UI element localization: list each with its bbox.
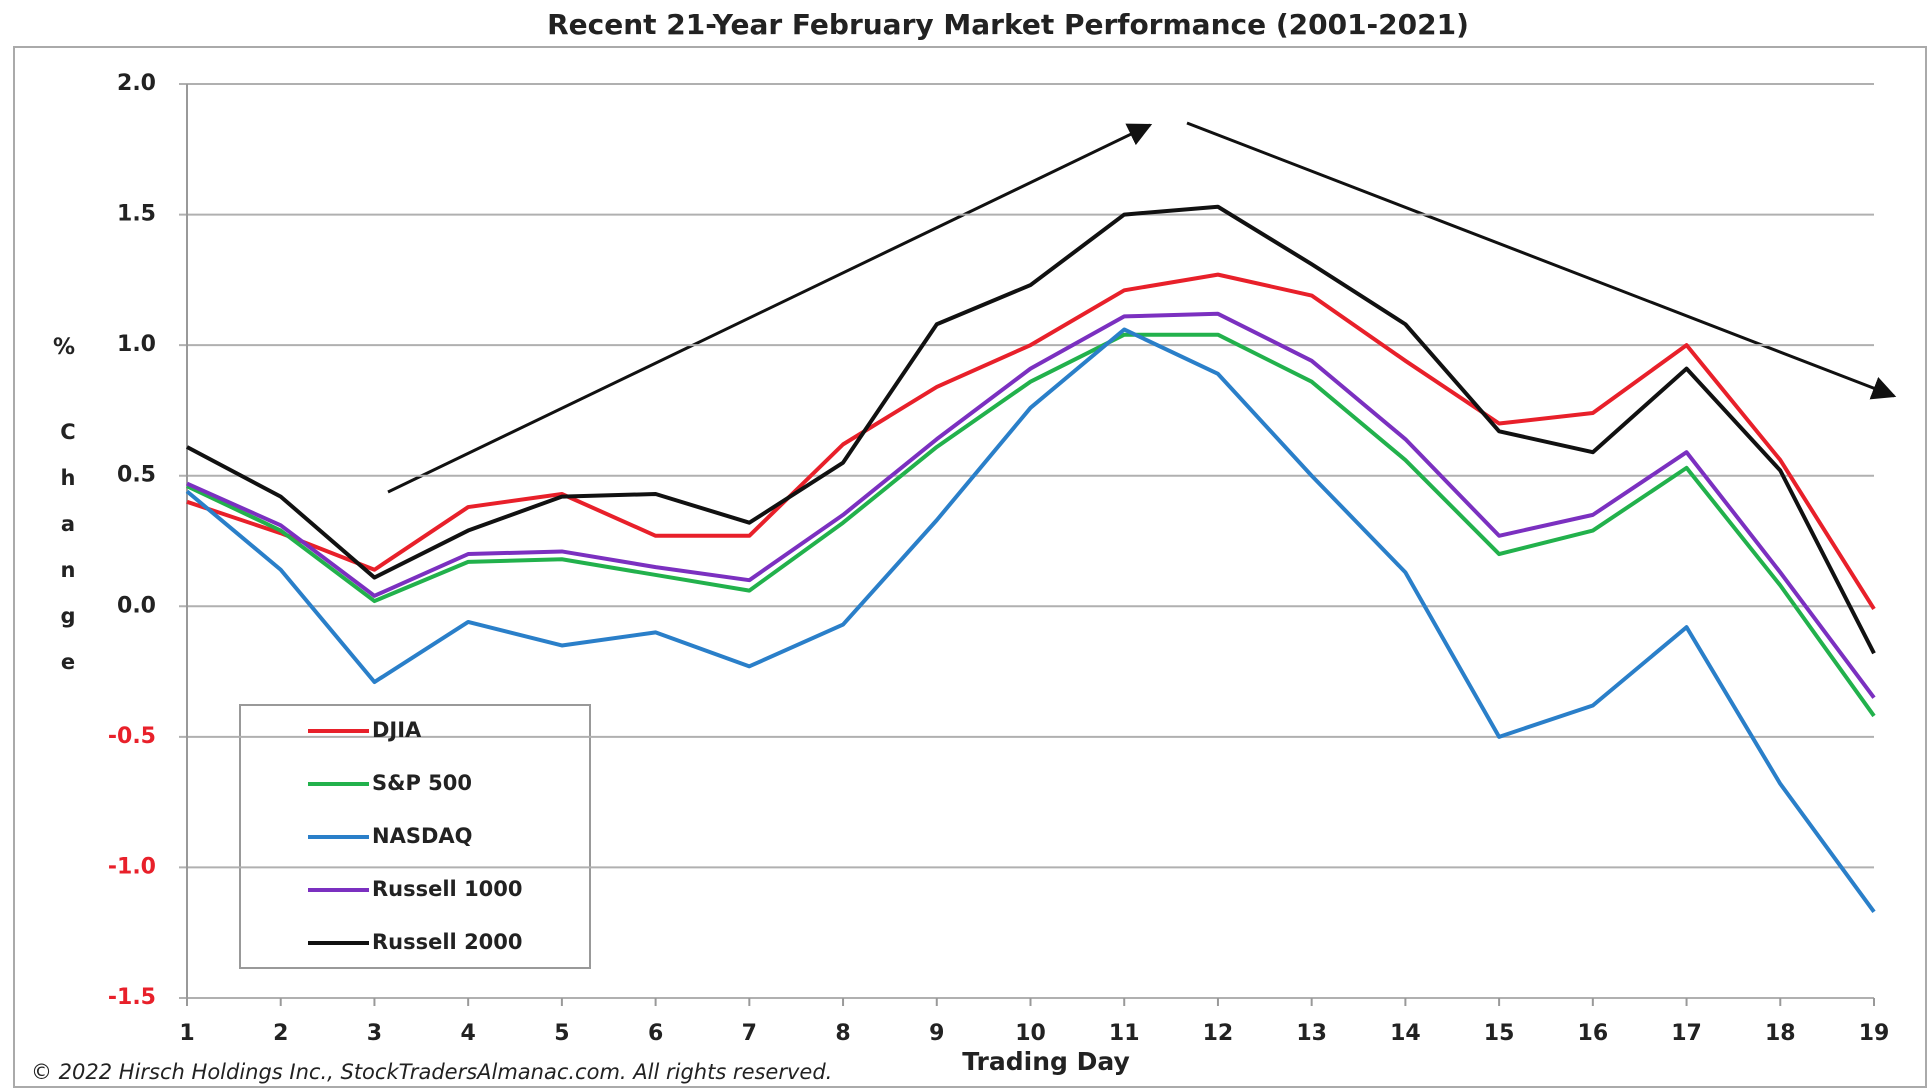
legend-label: Russell 2000 <box>372 930 523 954</box>
x-label: Trading Day <box>962 1047 1130 1076</box>
series-line <box>186 204 1876 655</box>
legend-label: NASDAQ <box>372 824 473 848</box>
x-tick-label: 1 <box>179 1021 194 1046</box>
y-label: Change <box>56 420 80 696</box>
y-tick-label: 1.0 <box>117 332 156 357</box>
x-tick-label: 11 <box>1109 1021 1140 1046</box>
y-tick-label: 1.5 <box>117 202 156 227</box>
x-tick-label: 10 <box>1015 1021 1046 1046</box>
y-tick-label: 0.5 <box>117 463 156 488</box>
series-line <box>186 311 1876 699</box>
y-tick-label: 2.0 <box>117 71 156 96</box>
x-tick-label: 14 <box>1390 1021 1421 1046</box>
series-line <box>185 327 1876 914</box>
y-tick-label: -1.5 <box>108 985 156 1010</box>
x-tick-label: 16 <box>1578 1021 1609 1046</box>
trend-arrow-up <box>387 123 1153 494</box>
x-tick-label: 3 <box>367 1021 382 1046</box>
copyright: © 2022 Hirsch Holdings Inc., StockTrader… <box>31 1060 832 1084</box>
frame <box>13 46 1927 1088</box>
legend-label: DJIA <box>372 718 422 742</box>
y-tick-label: 0.0 <box>117 593 156 618</box>
x-tick-label: 13 <box>1296 1021 1327 1046</box>
x-tick-label: 6 <box>648 1021 663 1046</box>
x-tick-label: 4 <box>461 1021 476 1046</box>
legend-box <box>239 704 591 969</box>
x-tick-label: 17 <box>1671 1021 1702 1046</box>
x-tick-label: 7 <box>742 1021 757 1046</box>
series-line <box>186 332 1876 718</box>
x-tick-label: 8 <box>835 1021 850 1046</box>
y-tick-label: -0.5 <box>108 724 156 749</box>
x-tick-label: 9 <box>929 1021 944 1046</box>
x-tick-label: 18 <box>1765 1021 1796 1046</box>
legend-label: Russell 1000 <box>372 877 523 901</box>
x-tick-label: 5 <box>554 1021 569 1046</box>
x-tick-label: 19 <box>1859 1021 1890 1046</box>
x-tick-label: 12 <box>1203 1021 1234 1046</box>
y-tick-label: -1.0 <box>108 854 156 879</box>
series-line <box>186 272 1876 610</box>
legend-label: S&P 500 <box>372 771 472 795</box>
chart-title: Recent 21-Year February Market Performan… <box>547 8 1469 41</box>
y-label-symbol: % <box>53 335 75 360</box>
x-tick-label: 2 <box>273 1021 288 1046</box>
x-tick-label: 15 <box>1484 1021 1515 1046</box>
trend-arrow-down <box>1186 121 1897 400</box>
